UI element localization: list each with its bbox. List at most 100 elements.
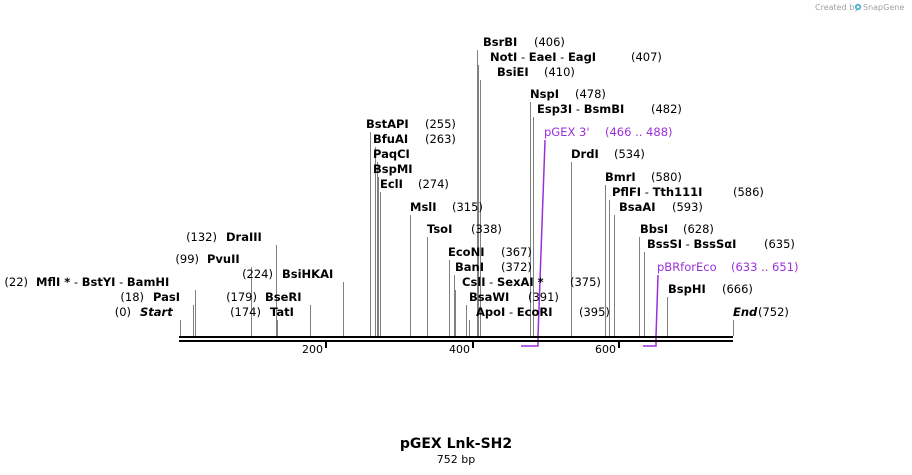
site-bseri: (179) BseRI (226, 290, 301, 304)
feature-pbrforeco-range: (633 .. 651) (731, 260, 799, 274)
site-pflfi-position: (586) (733, 185, 764, 199)
site-name-drdi: DrdI (571, 147, 599, 161)
map-length: 752 bp (437, 453, 475, 466)
site-name-eagi: EagI (568, 50, 596, 64)
site-name-econi: EcoNI (448, 245, 484, 259)
site-tsoi: (338) TsoI (427, 222, 502, 236)
site-nspi: (478) NspI (530, 87, 606, 101)
site-draiii-name: DraIII (226, 230, 262, 244)
site-bsihkai-name: BsiHKAI (282, 267, 333, 281)
site-drdi-position: (534) (614, 147, 645, 161)
site-apoi: (395) ApoI - EcoRI (476, 305, 610, 319)
site-bsssi-name: BssSI - BssSαI (647, 237, 736, 251)
site-pasi: (18) PasI (120, 290, 180, 304)
site-bseri-position: (179) (226, 290, 257, 304)
site-name-apoi: ApoI (476, 305, 505, 319)
site-noti-position: (407) (631, 50, 662, 64)
site-name-msli: MslI (410, 200, 437, 214)
site-bani: (372) BanI (455, 260, 532, 274)
site-bsiei: (410) BsiEI (497, 65, 575, 79)
backbone: 200 400 600 (179, 336, 733, 356)
site-draiii-position: (132) (186, 230, 217, 244)
site-name-bbsi: BbsI (640, 222, 668, 236)
site-econi-name: EcoNI (448, 245, 484, 259)
feature-pbrforeco: pBRforEco (633 .. 651) (657, 260, 799, 274)
site-end-name: End (733, 305, 758, 319)
site-name-bsss-i: BssSαI (694, 237, 737, 251)
site-bstapi-name: BstAPI (366, 117, 409, 131)
feature-pgex-3-name: pGEX 3' (544, 125, 590, 139)
site-bstapi-position: (255) (425, 117, 456, 131)
site-bsrbi-position: (406) (534, 35, 565, 49)
site-csli: (375) CslI - SexAI * (462, 275, 601, 289)
site-nspi-name: NspI (530, 87, 559, 101)
site-bani-position: (372) (501, 260, 532, 274)
site-tati: (174) TatI (230, 305, 294, 319)
site-esp3i-name: Esp3I - BsmBI (537, 102, 624, 116)
site-name-eaei: EaeI (529, 50, 557, 64)
site-mfli: (22) MflI * - BstYI - BamHI (4, 275, 169, 289)
site-name-bstyi: BstYI (82, 275, 116, 289)
site-name-bfuai: BfuAI (373, 132, 408, 146)
site-pvuii: (99) PvuII (175, 252, 239, 266)
site-apoi-name: ApoI - EcoRI (476, 305, 553, 319)
site-name-bsrbi: BsrBI (483, 35, 517, 49)
site-start: (0) Start (115, 305, 174, 319)
site-name-bsiei: BsiEI (497, 65, 529, 79)
site-name-pvuii: PvuII (207, 252, 240, 266)
site-name-bseri: BseRI (265, 290, 302, 304)
site-bsrbi-name: BsrBI (483, 35, 517, 49)
site-pvuii-name: PvuII (207, 252, 240, 266)
feature-labels: pGEX 3' (466 .. 488) pBRforEco (633 .. 651) (544, 125, 799, 274)
site-bstapi: (255) BstAPI (366, 117, 456, 131)
site-name-bsssi: BssSI (647, 237, 682, 251)
site-name-ecli: EclI (380, 177, 403, 191)
site-bsphi-position: (666) (722, 282, 753, 296)
site-csli-position: (375) (570, 275, 601, 289)
site-noti: (407) NotI - EaeI - EagI (490, 50, 662, 64)
site-tsoi-name: TsoI (427, 222, 452, 236)
site-leader-lines (180, 50, 734, 336)
site-bsawi-position: (391) (528, 290, 559, 304)
tick-label-400: 400 (449, 343, 470, 356)
site-name-csli: CslI (462, 275, 486, 289)
site-name-bmri: BmrI (605, 170, 636, 184)
snapgene-credit: Created by SnapGene (815, 3, 904, 12)
site-bsihkai: (224) BsiHKAI (242, 267, 333, 281)
site-noti-name: NotI - EaeI - EagI (490, 50, 596, 64)
site-name-tsoi: TsoI (427, 222, 452, 236)
site-bsssi: (635) BssSI - BssSαI (647, 237, 795, 251)
site-mfli-name: MflI * - BstYI - BamHI (36, 275, 169, 289)
site-bsawi: (391) BsaWI (469, 290, 559, 304)
site-name-mfli: MflI * (36, 275, 70, 289)
site-bsiei-name: BsiEI (497, 65, 529, 79)
site-msli: (315) MslI (410, 200, 483, 214)
site-bsrbi: (406) BsrBI (483, 35, 565, 49)
site-drdi: (534) DrdI (571, 147, 645, 161)
feature-pgex-3-range: (466 .. 488) (605, 125, 673, 139)
site-end: (752)End (733, 305, 789, 319)
site-bsawi-name: BsaWI (469, 290, 509, 304)
site-mfli-position: (22) (4, 275, 28, 289)
site-apoi-position: (395) (579, 305, 610, 319)
map-title: pGEX Lnk-SH2 (400, 436, 512, 452)
site-drdi-name: DrdI (571, 147, 599, 161)
site-esp3i: (482) Esp3I - BsmBI (537, 102, 682, 116)
site-tati-name: TatI (270, 305, 294, 319)
tick-mark-600 (618, 342, 620, 348)
feature-pgex-3: pGEX 3' (466 .. 488) (544, 125, 673, 139)
site-bseri-name: BseRI (265, 290, 302, 304)
site-bmri-name: BmrI (605, 170, 636, 184)
site-paqci: PaqCI (373, 147, 410, 161)
site-name-start: Start (140, 305, 173, 319)
site-bsphi-name: BspHI (668, 282, 706, 296)
site-bmri: (580) BmrI (605, 170, 682, 184)
site-msli-name: MslI (410, 200, 437, 214)
site-name-draiii: DraIII (226, 230, 262, 244)
site-pasi-name: PasI (153, 290, 180, 304)
site-bsaai-name: BsaAI (619, 200, 656, 214)
site-bsphi: (666) BspHI (668, 282, 753, 296)
site-ecli-name: EclI (380, 177, 403, 191)
credit-brand: SnapGene (863, 3, 904, 12)
site-name-bsaai: BsaAI (619, 200, 656, 214)
